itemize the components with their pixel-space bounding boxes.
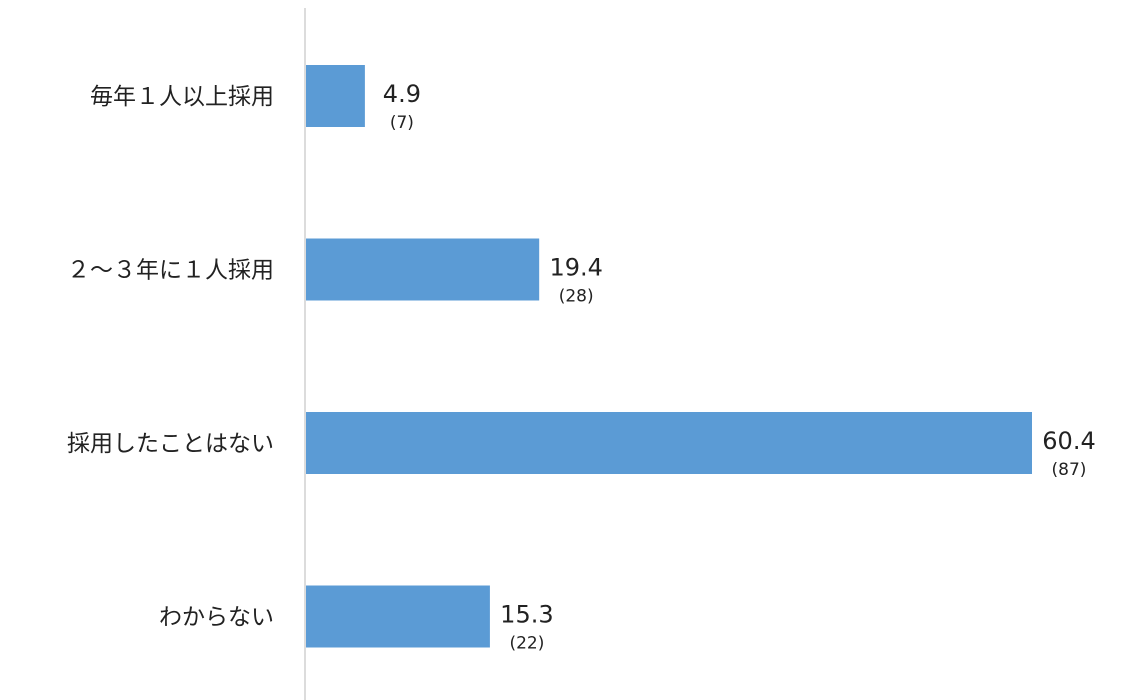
value-label: 60.4: [1042, 427, 1095, 455]
category-label: 毎年１人以上採用: [90, 84, 274, 110]
bar-1: [306, 65, 365, 127]
value-label: 4.9: [383, 80, 421, 108]
count-label: (7): [390, 113, 414, 133]
bar-3: [306, 412, 1032, 474]
bar-4: [306, 585, 490, 648]
bar-series: [306, 65, 1032, 648]
category-label: ２～３年に１人採用: [67, 258, 274, 284]
count-label: (87): [1052, 460, 1087, 480]
category-label: 採用したことはない: [67, 431, 274, 457]
chart-labels: 毎年１人以上採用 4.9 (7) ２～３年に１人採用 19.4 (28) 採用したことはない…: [67, 80, 1096, 654]
bar-2: [306, 238, 540, 301]
value-label: 15.3: [500, 601, 553, 629]
count-label: (28): [559, 287, 594, 307]
value-label: 19.4: [549, 254, 602, 282]
category-label: わからない: [159, 605, 274, 631]
count-label: (22): [509, 634, 544, 654]
